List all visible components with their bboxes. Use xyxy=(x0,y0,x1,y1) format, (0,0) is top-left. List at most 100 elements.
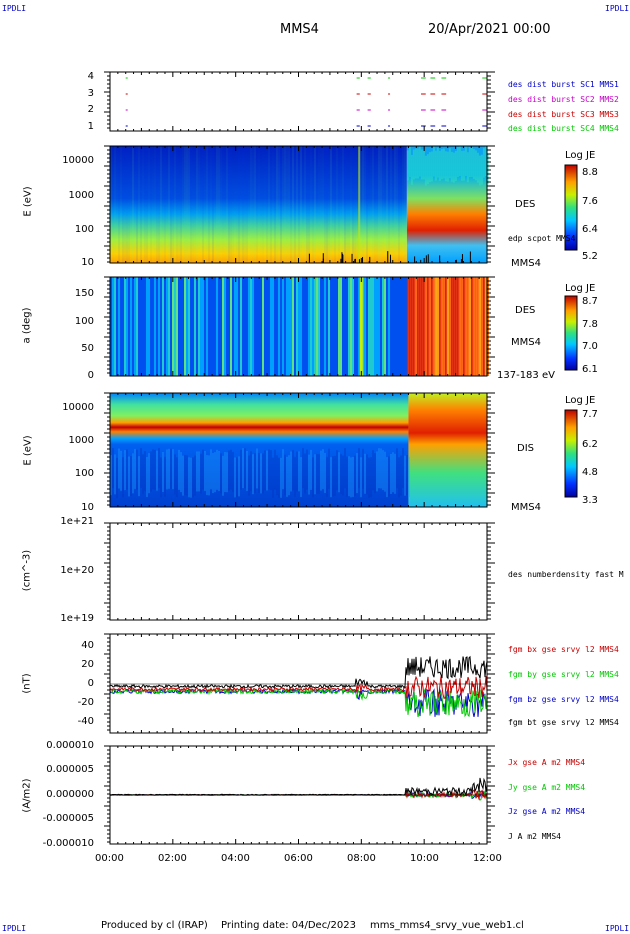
p3-ylabel: a (deg) xyxy=(21,307,33,344)
pitch-column xyxy=(136,277,138,376)
spectrogram-column xyxy=(396,448,398,489)
spectrogram-column xyxy=(398,146,400,263)
spectrogram-column xyxy=(222,146,224,263)
pitch-column xyxy=(374,277,376,376)
p2-ytick: 10 xyxy=(81,257,94,268)
pitch-column xyxy=(294,277,296,376)
spectrogram-column xyxy=(362,146,364,263)
pitch-column xyxy=(260,277,262,376)
spectrogram-column xyxy=(268,146,270,263)
spectrogram-column xyxy=(164,146,166,263)
pitch-column xyxy=(396,277,398,376)
spectrogram-column xyxy=(158,448,160,489)
pitch-column xyxy=(140,277,142,376)
spectrogram-column xyxy=(214,452,216,493)
spectrogram-column xyxy=(334,455,336,496)
spectrogram-column xyxy=(188,457,190,498)
p4-ytick: 1000 xyxy=(68,435,94,446)
spectrogram-column xyxy=(202,449,204,490)
spectrogram-column xyxy=(244,448,246,489)
spectrogram-column xyxy=(328,448,330,489)
pitch-column xyxy=(408,277,411,376)
spectrogram-column xyxy=(280,146,282,263)
pitch-column xyxy=(288,277,290,376)
spectrogram-column xyxy=(252,146,254,263)
spectrogram-column xyxy=(172,146,174,263)
pitch-column xyxy=(316,277,318,376)
p6-ytick: -40 xyxy=(77,716,94,727)
bfield-trace xyxy=(109,675,488,699)
pitch-column xyxy=(434,277,437,376)
p4-ytick: 10000 xyxy=(62,402,94,413)
spectrogram-column xyxy=(304,146,306,263)
pitch-column xyxy=(368,277,370,376)
spectrogram-column xyxy=(174,146,176,263)
spectrogram-column xyxy=(116,146,118,263)
pitch-column xyxy=(462,277,465,376)
p3-ytick: 150 xyxy=(74,288,94,299)
spectrogram-column xyxy=(242,448,244,489)
pitch-column xyxy=(236,277,238,376)
spectrogram-column xyxy=(382,146,384,263)
spectrogram-column xyxy=(378,448,380,489)
spectrogram-column xyxy=(124,146,126,263)
pitch-column xyxy=(410,277,413,376)
spectrogram-column xyxy=(406,146,408,263)
pitch-column xyxy=(230,277,232,376)
spectrogram-column xyxy=(208,455,210,496)
pitch-column xyxy=(432,277,435,376)
spectrogram-column xyxy=(146,457,148,498)
spectrogram-column xyxy=(134,146,136,263)
spectrogram-column xyxy=(186,146,188,263)
spectrogram-column xyxy=(140,448,142,489)
p1-ytick: 4 xyxy=(87,71,94,82)
p3-ytick: 0 xyxy=(87,370,94,381)
spectrogram-column xyxy=(158,146,160,263)
spectrogram-column xyxy=(172,449,174,490)
pitch-column xyxy=(222,277,224,376)
spectrogram-column xyxy=(320,146,322,263)
spectrogram-column xyxy=(258,452,260,493)
pitch-column xyxy=(264,277,266,376)
pitch-column xyxy=(170,277,172,376)
pitch-column xyxy=(256,277,258,376)
spectrogram-column xyxy=(362,448,364,489)
dis-energy-spectrogram xyxy=(110,393,409,507)
spectrogram-column xyxy=(330,146,332,263)
spectrogram-column xyxy=(212,453,214,494)
spectrogram-column xyxy=(170,448,172,489)
pitch-column xyxy=(420,277,423,376)
pitch-column xyxy=(400,277,402,376)
spectrogram-column xyxy=(260,146,262,263)
spectrogram-column xyxy=(132,146,134,263)
spectrogram-column xyxy=(200,453,202,494)
pitch-column xyxy=(364,277,366,376)
spectrogram-column xyxy=(432,146,435,177)
spectrogram-column xyxy=(266,146,268,263)
spectrogram-column xyxy=(162,452,164,493)
spectrogram-column xyxy=(258,146,260,263)
pitch-column xyxy=(342,277,344,376)
pitch-column xyxy=(378,277,380,376)
spectrogram-column xyxy=(112,146,114,263)
spectrogram-column xyxy=(112,448,114,489)
pitch-column xyxy=(446,277,449,376)
pitch-column xyxy=(254,277,256,376)
spectrogram-column xyxy=(274,146,276,263)
spectrogram-column xyxy=(354,146,356,263)
spectrogram-column xyxy=(338,452,340,493)
pitch-column xyxy=(146,277,148,376)
pitch-column xyxy=(252,277,254,376)
spectrogram-column xyxy=(292,146,294,263)
spectrogram-column xyxy=(338,146,340,263)
p3-cb-tick: 8.7 xyxy=(582,296,598,307)
spectrogram-column xyxy=(296,451,298,492)
spectrogram-column xyxy=(464,146,467,177)
pitch-column xyxy=(276,277,278,376)
spectrogram-column xyxy=(370,146,372,263)
spectrogram-column xyxy=(352,146,354,263)
pitch-column xyxy=(450,277,453,376)
spectrogram-column xyxy=(190,146,192,263)
spectrogram-column xyxy=(194,146,196,263)
spectrogram-column xyxy=(426,154,429,185)
